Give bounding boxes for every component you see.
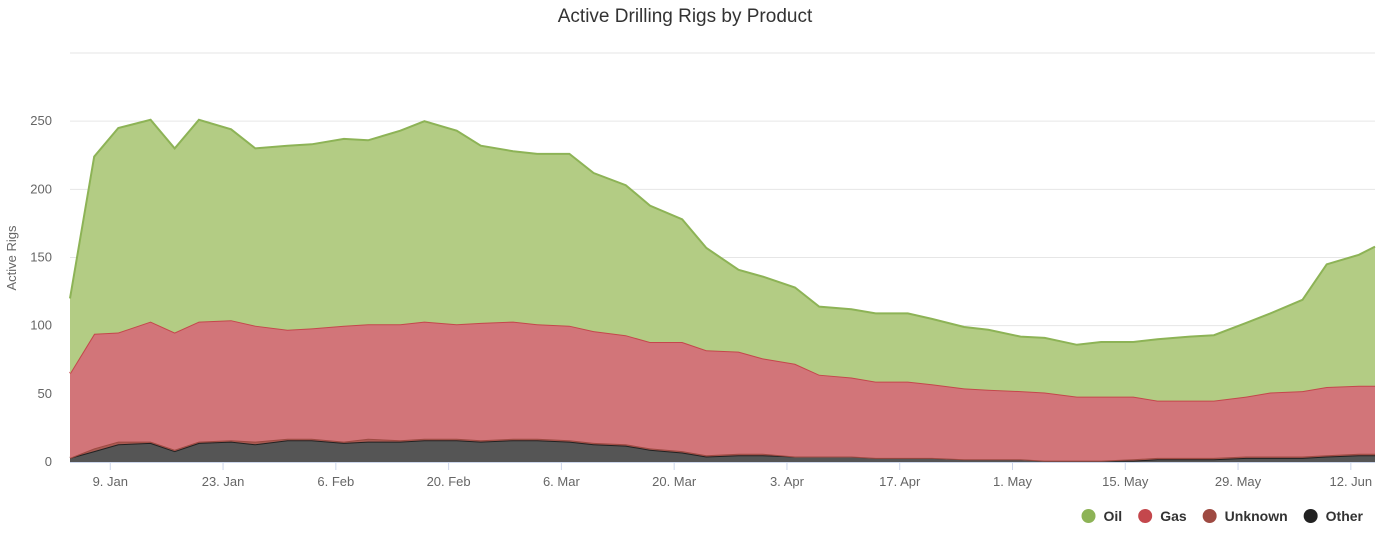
x-tick-label: 23. Jan: [202, 474, 245, 489]
area-other[interactable]: [70, 440, 1375, 462]
line-oil: [69, 118, 1376, 346]
legend-item-gas[interactable]: Gas: [1138, 508, 1187, 524]
y-tick-label: 50: [38, 386, 52, 401]
legend-item-oil[interactable]: Oil: [1081, 508, 1123, 524]
series-areas: [69, 118, 1376, 462]
legend-item-other[interactable]: Other: [1303, 508, 1364, 524]
x-tick-label: 29. May: [1215, 474, 1262, 489]
x-tick-label: 1. May: [993, 474, 1033, 489]
x-tick-label: 3. Apr: [770, 474, 805, 489]
x-tick-label: 20. Mar: [652, 474, 697, 489]
legend-label: Unknown: [1225, 508, 1288, 524]
legend-marker: [1303, 509, 1318, 523]
legend-marker: [1081, 509, 1096, 523]
x-axis: 9. Jan 23. Jan 6. Feb 20. Feb 6. Mar 20. Mar 3…: [70, 462, 1375, 489]
legend-marker: [1138, 509, 1153, 523]
x-tick-label: 15. May: [1102, 474, 1149, 489]
x-tick-label: 12. Jun: [1330, 474, 1373, 489]
x-tick-label: 9. Jan: [93, 474, 128, 489]
y-tick-label: 0: [45, 454, 52, 469]
x-tick-label: 6. Feb: [317, 474, 354, 489]
legend-label: Oil: [1104, 508, 1123, 524]
legend-item-unknown[interactable]: Unknown: [1202, 508, 1288, 524]
legend-label: Gas: [1160, 508, 1187, 524]
y-tick-label: 200: [30, 181, 52, 196]
legend-label: Other: [1326, 508, 1364, 524]
chart-title: Active Drilling Rigs by Product: [558, 6, 813, 27]
x-tick-label: 17. Apr: [879, 474, 921, 489]
legend: Oil Gas Unknown Other: [1081, 508, 1364, 524]
area-gas[interactable]: [70, 320, 1375, 461]
x-tick-label: 6. Mar: [543, 474, 581, 489]
y-tick-label: 100: [30, 318, 52, 333]
y-axis-title: Active Rigs: [4, 225, 19, 291]
y-axis-ticks: 0 50 100 150 200 250: [30, 113, 52, 469]
legend-marker: [1202, 509, 1217, 523]
y-tick-label: 250: [30, 113, 52, 128]
y-tick-label: 150: [30, 250, 52, 265]
area-oil[interactable]: [70, 119, 1375, 401]
x-tick-label: 20. Feb: [427, 474, 471, 489]
